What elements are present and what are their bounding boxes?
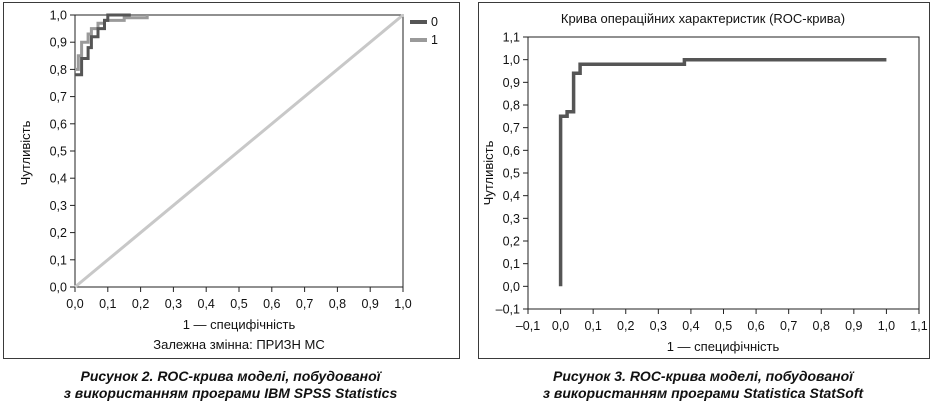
caption-line: Рисунок 3. ROC-крива моделі, побудованої (552, 368, 854, 384)
x-axis-title: 1 — специфічність (667, 339, 780, 354)
y-tick-label: 0,1 (503, 257, 520, 271)
y-tick-label: 1,0 (50, 9, 67, 23)
legend: 0 1 (410, 15, 438, 47)
y-tick-label: 0,4 (503, 189, 520, 203)
y-tick-label: 0,0 (503, 280, 520, 294)
y-tick-label: 0,3 (503, 212, 520, 226)
spss-roc-chart: 0,0 0,1 0,2 0,3 0,4 0,5 0,6 0,7 0,8 0,9 1,0 0,0 0,1 0… (18, 9, 438, 353)
caption-line: Рисунок 2. ROC-крива моделі, побудованої (80, 368, 381, 384)
y-tick-label: 0,1 (50, 253, 67, 267)
plot-area (527, 36, 920, 310)
x-tick-label: 0,9 (845, 319, 862, 333)
y-tick-label: 0,3 (50, 199, 67, 213)
x-tick-label: 0,5 (230, 297, 247, 311)
statistica-roc-chart: Крива операційних характеристик (ROC-кри… (481, 11, 928, 354)
x-tick-label: 0,2 (132, 297, 149, 311)
x-tick-label: 1,0 (394, 297, 411, 311)
x-tick-label: 0,0 (66, 297, 83, 311)
y-tick-label: 0,5 (503, 167, 520, 181)
y-tick-label: 0,4 (50, 172, 67, 186)
y-tick-label: 1,0 (503, 53, 520, 67)
x-tick-label: 0,5 (715, 319, 732, 333)
caption-line: з використанням програми Statistica Stat… (542, 385, 864, 401)
y-tick-label: 0,7 (50, 90, 67, 104)
y-axis-title: Чутливість (18, 120, 33, 185)
y-tick-label: 0,8 (50, 63, 67, 77)
roc-curve-line (558, 57, 887, 287)
legend-label-1: 1 (431, 33, 438, 47)
y-tick-label: 0,5 (50, 145, 67, 159)
x-tick-label: 0,8 (329, 297, 346, 311)
figure-3-caption: Рисунок 3. ROC-крива моделі, побудованої… (478, 368, 928, 402)
series-1-line (75, 15, 149, 71)
x-tick-label: 0,3 (165, 297, 182, 311)
x-tick-label: 0,9 (362, 297, 379, 311)
spss-roc-chart-panel: 0,0 0,1 0,2 0,3 0,4 0,5 0,6 0,7 0,8 0,9 1,0 0,0 0,1 0… (3, 2, 460, 359)
statistica-roc-chart-panel: Крива операційних характеристик (ROC-кри… (478, 2, 930, 359)
y-tick-label: 0,0 (50, 281, 67, 295)
x-tick-label: 0,0 (552, 319, 569, 333)
series-0-line (75, 13, 131, 77)
x-tick-label: 0,3 (650, 319, 667, 333)
caption-line: з використанням програми IBM SPSS Statis… (63, 385, 398, 401)
x-tick-label: 0,4 (198, 297, 215, 311)
x-tick-label: 1,1 (910, 319, 927, 333)
legend-label-0: 0 (431, 15, 438, 29)
y-tick-label: –0,1 (496, 303, 520, 317)
dependent-variable-label: Залежна змінна: ПРИЗН МС (153, 337, 325, 352)
y-tick-label: 0,2 (503, 235, 520, 249)
x-tick-label: 0,6 (263, 297, 280, 311)
x-tick-label: 1,0 (878, 319, 895, 333)
y-tick-label: 0,7 (503, 121, 520, 135)
x-tick-label: 0,1 (99, 297, 116, 311)
chart-title: Крива операційних характеристик (ROC-кри… (561, 11, 845, 26)
y-tick-label: 0,6 (50, 117, 67, 131)
x-tick-label: 0,4 (682, 319, 699, 333)
y-tick-label: 0,9 (503, 76, 520, 90)
y-tick-label: 0,9 (50, 36, 67, 50)
x-tick-label: 0,1 (584, 319, 601, 333)
y-tick-label: 0,8 (503, 99, 520, 113)
x-tick-label: 0,7 (780, 319, 797, 333)
x-tick-label: 0,6 (747, 319, 764, 333)
x-tick-label: 0,2 (617, 319, 634, 333)
y-tick-label: 0,6 (503, 144, 520, 158)
figure-2-caption: Рисунок 2. ROC-крива моделі, побудованої… (3, 368, 458, 402)
x-tick-label: 0,7 (296, 297, 313, 311)
x-tick-label: 0,8 (813, 319, 830, 333)
y-tick-label: 0,2 (50, 226, 67, 240)
reference-diagonal-line (74, 13, 404, 289)
y-tick-label: 1,1 (503, 31, 520, 45)
x-axis-title: 1 — специфічність (183, 317, 296, 332)
x-tick-label: –0,1 (516, 319, 540, 333)
y-axis-title: Чутливість (481, 140, 496, 205)
